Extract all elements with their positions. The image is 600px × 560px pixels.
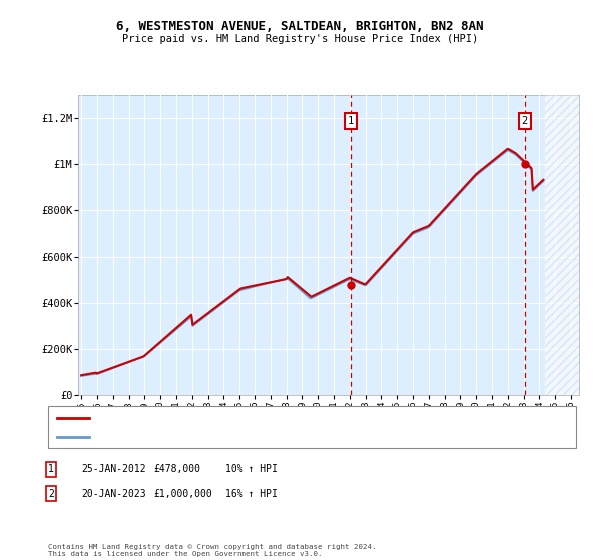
Text: 10% ↑ HPI: 10% ↑ HPI	[225, 464, 278, 474]
Bar	[545, 95, 579, 395]
Text: 6, WESTMESTON AVENUE, SALTDEAN, BRIGHTON, BN2 8AN: 6, WESTMESTON AVENUE, SALTDEAN, BRIGHTON…	[116, 20, 484, 32]
Text: 20-JAN-2023: 20-JAN-2023	[81, 489, 146, 499]
Text: 16% ↑ HPI: 16% ↑ HPI	[225, 489, 278, 499]
Text: £1,000,000: £1,000,000	[153, 489, 212, 499]
Text: 2: 2	[48, 489, 54, 499]
Text: HPI: Average price, detached house, Brighton and Hove: HPI: Average price, detached house, Brig…	[93, 432, 371, 442]
Text: 25-JAN-2012: 25-JAN-2012	[81, 464, 146, 474]
Text: £478,000: £478,000	[153, 464, 200, 474]
Text: 1: 1	[48, 464, 54, 474]
Text: Price paid vs. HM Land Registry's House Price Index (HPI): Price paid vs. HM Land Registry's House …	[122, 34, 478, 44]
Text: Contains HM Land Registry data © Crown copyright and database right 2024.
This d: Contains HM Land Registry data © Crown c…	[48, 544, 377, 557]
Text: 6, WESTMESTON AVENUE, SALTDEAN, BRIGHTON, BN2 8AN (detached house): 6, WESTMESTON AVENUE, SALTDEAN, BRIGHTON…	[93, 413, 439, 422]
Text: 1: 1	[348, 116, 354, 125]
Bar	[545, 95, 579, 395]
Text: 2: 2	[521, 116, 528, 125]
